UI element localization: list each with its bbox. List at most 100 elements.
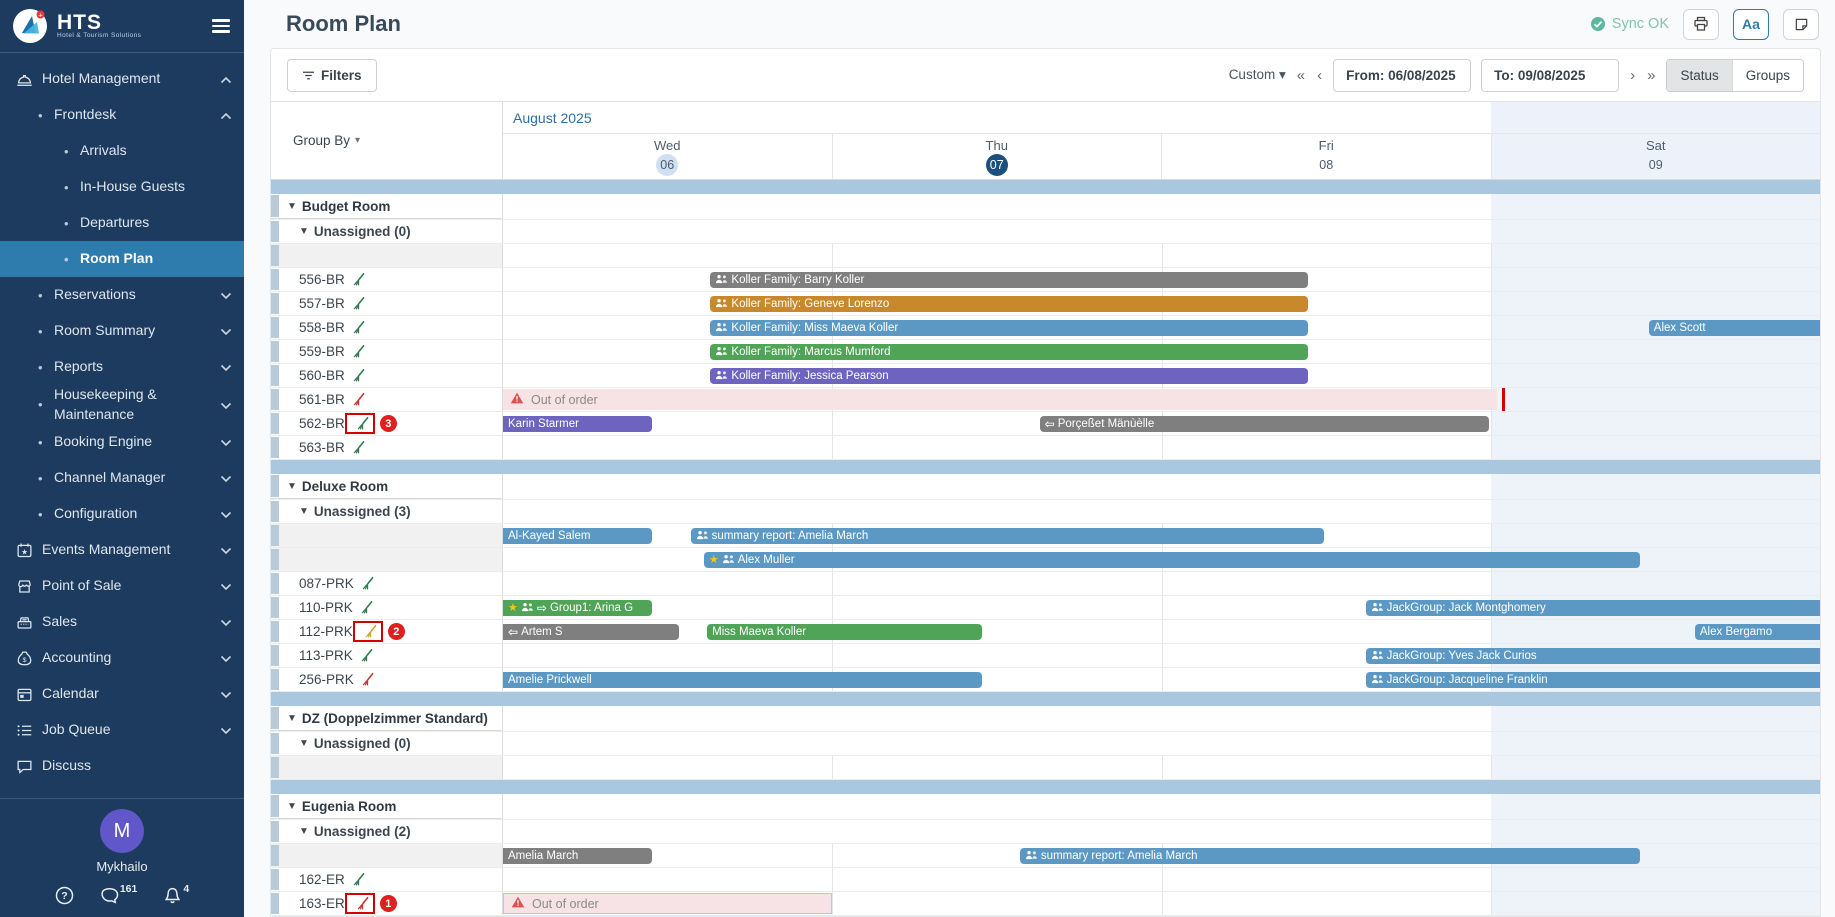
sidebar-item-configuration[interactable]: • Configuration bbox=[0, 496, 244, 532]
sidebar-item-job-queue[interactable]: Job Queue bbox=[0, 712, 244, 748]
collapse-caret-icon[interactable]: ▼ bbox=[287, 200, 297, 212]
housekeeping-broom-icon[interactable] bbox=[352, 296, 367, 311]
out-of-order-bar[interactable]: Out of order bbox=[503, 389, 1498, 410]
subgroup-label-cell[interactable]: ▼ Unassigned (0) bbox=[271, 220, 503, 243]
sidebar-item-room-summary[interactable]: • Room Summary bbox=[0, 313, 244, 349]
sidebar-item-point-of-sale[interactable]: Point of Sale bbox=[0, 568, 244, 604]
booking-bar[interactable]: Koller Family: Barry Koller bbox=[710, 272, 1308, 288]
status-toggle-button[interactable]: Status bbox=[1667, 59, 1732, 91]
avatar[interactable]: M bbox=[100, 809, 144, 853]
booking-bar[interactable]: Alex Scott bbox=[1648, 320, 1820, 336]
housekeeping-broom-icon[interactable] bbox=[360, 648, 375, 663]
nav-first-button[interactable]: « bbox=[1296, 66, 1306, 84]
subgroup-label-cell[interactable]: ▼ Unassigned (2) bbox=[271, 820, 503, 843]
group-by-dropdown[interactable]: Group By ▾ bbox=[271, 102, 503, 179]
sidebar-item-room-plan[interactable]: • Room Plan bbox=[0, 241, 244, 277]
sidebar-item-channel-manager[interactable]: • Channel Manager bbox=[0, 460, 244, 496]
to-date-field[interactable]: To: 09/08/2025 bbox=[1481, 58, 1620, 92]
booking-bar[interactable]: Karin Starmer bbox=[503, 416, 653, 432]
app-logo[interactable]: + HTS Hotel & Tourism Solutions bbox=[0, 0, 244, 52]
booking-bar[interactable]: Al-Kayed Salem bbox=[503, 528, 653, 544]
room-label-cell[interactable]: 113-PRK bbox=[271, 644, 503, 667]
group-header[interactable]: ▼ Deluxe Room bbox=[271, 474, 503, 499]
range-preset-dropdown[interactable]: Custom ▾ bbox=[1228, 67, 1286, 82]
sidebar-item-in-house-guests[interactable]: • In-House Guests bbox=[0, 169, 244, 205]
sidebar-item-calendar[interactable]: Calendar bbox=[0, 676, 244, 712]
day-header-wed[interactable]: Wed 06 bbox=[503, 134, 832, 179]
room-label-cell[interactable]: 557-BR bbox=[271, 292, 503, 315]
group-header[interactable]: ▼ Eugenia Room bbox=[271, 794, 503, 819]
notes-button[interactable] bbox=[1783, 8, 1819, 40]
day-header-fri[interactable]: Fri 08 bbox=[1161, 134, 1491, 179]
sidebar-item-hotel-management[interactable]: Hotel Management bbox=[0, 61, 244, 97]
subgroup-label-cell[interactable]: ▼ Unassigned (3) bbox=[271, 500, 503, 523]
booking-bar[interactable]: Koller Family: Marcus Mumford bbox=[710, 344, 1308, 360]
nav-prev-button[interactable]: ‹ bbox=[1317, 66, 1323, 84]
housekeeping-broom-icon[interactable] bbox=[352, 392, 367, 407]
group-header[interactable]: ▼ Budget Room bbox=[271, 194, 503, 219]
day-header-thu[interactable]: Thu 07 bbox=[831, 134, 1162, 179]
collapse-caret-icon[interactable]: ▼ bbox=[299, 506, 309, 517]
booking-bar[interactable]: ★ ⇨ Group1: Arina G bbox=[503, 600, 653, 616]
group-header[interactable]: ▼ DZ (Doppelzimmer Standard) bbox=[271, 706, 503, 731]
room-label-cell[interactable]: 110-PRK bbox=[271, 596, 503, 619]
booking-bar[interactable]: Miss Maeva Koller bbox=[707, 624, 982, 640]
housekeeping-broom-icon[interactable] bbox=[352, 344, 367, 359]
user-block[interactable]: M Mykhailo bbox=[0, 798, 244, 880]
sidebar-item-reports[interactable]: • Reports bbox=[0, 349, 244, 385]
notifications-bell-icon[interactable]: 4 bbox=[163, 883, 189, 905]
housekeeping-broom-icon[interactable] bbox=[361, 672, 376, 687]
nav-next-button[interactable]: › bbox=[1630, 66, 1636, 84]
booking-bar[interactable]: Koller Family: Miss Maeva Koller bbox=[710, 320, 1308, 336]
housekeeping-broom-icon[interactable] bbox=[360, 600, 375, 615]
sidebar-item-sales[interactable]: Sales bbox=[0, 604, 244, 640]
booking-bar[interactable]: JackGroup: Jacqueline Franklin bbox=[1365, 672, 1820, 688]
collapse-caret-icon[interactable]: ▼ bbox=[287, 800, 297, 812]
sidebar-item-housekeeping-maintenance[interactable]: • Housekeeping & Maintenance bbox=[0, 385, 244, 424]
collapse-caret-icon[interactable]: ▼ bbox=[299, 826, 309, 837]
booking-bar[interactable]: JackGroup: Jack Montghomery bbox=[1365, 600, 1820, 616]
subgroup-label-cell[interactable]: ▼ Unassigned (0) bbox=[271, 732, 503, 755]
room-label-cell[interactable]: 563-BR bbox=[271, 436, 503, 459]
booking-bar[interactable]: JackGroup: Yves Jack Curios bbox=[1365, 648, 1820, 664]
help-icon[interactable]: ? bbox=[55, 886, 74, 905]
housekeeping-broom-icon[interactable] bbox=[352, 320, 367, 335]
room-label-cell[interactable]: 559-BR bbox=[271, 340, 503, 363]
collapse-caret-icon[interactable]: ▼ bbox=[287, 480, 297, 492]
from-date-field[interactable]: From: 06/08/2025 bbox=[1333, 58, 1472, 92]
sidebar-item-reservations[interactable]: • Reservations bbox=[0, 277, 244, 313]
room-label-cell[interactable]: 162-ER bbox=[271, 868, 503, 891]
room-label-cell[interactable]: 112-PRK 2 bbox=[271, 620, 503, 643]
housekeeping-broom-icon[interactable] bbox=[361, 576, 376, 591]
room-label-cell[interactable]: 087-PRK bbox=[271, 572, 503, 595]
print-button[interactable] bbox=[1683, 8, 1719, 40]
housekeeping-broom-icon[interactable] bbox=[356, 896, 371, 911]
booking-bar[interactable]: summary report: Amelia March bbox=[1019, 848, 1641, 864]
housekeeping-broom-icon[interactable] bbox=[352, 440, 367, 455]
booking-bar[interactable]: Koller Family: Geneve Lorenzo bbox=[710, 296, 1308, 312]
housekeeping-broom-icon[interactable] bbox=[364, 624, 379, 639]
nav-last-button[interactable]: » bbox=[1647, 66, 1656, 84]
housekeeping-broom-icon[interactable] bbox=[352, 272, 367, 287]
booking-bar[interactable]: Amelia March bbox=[503, 848, 653, 864]
menu-toggle-icon[interactable] bbox=[208, 12, 234, 40]
sidebar-item-frontdesk[interactable]: • Frontdesk bbox=[0, 97, 244, 133]
room-label-cell[interactable]: 562-BR 3 bbox=[271, 412, 503, 435]
collapse-caret-icon[interactable]: ▼ bbox=[299, 226, 309, 237]
housekeeping-broom-icon[interactable] bbox=[352, 368, 367, 383]
booking-bar[interactable]: ⇦ Porçeßet Mänùèlle bbox=[1039, 416, 1489, 432]
room-label-cell[interactable]: 560-BR bbox=[271, 364, 503, 387]
sidebar-item-arrivals[interactable]: • Arrivals bbox=[0, 133, 244, 169]
collapse-caret-icon[interactable]: ▼ bbox=[287, 712, 297, 724]
room-label-cell[interactable]: 256-PRK bbox=[271, 668, 503, 691]
text-size-button[interactable]: Aa bbox=[1733, 8, 1769, 40]
sidebar-item-booking-engine[interactable]: • Booking Engine bbox=[0, 424, 244, 460]
housekeeping-broom-icon[interactable] bbox=[352, 872, 367, 887]
day-header-sat[interactable]: Sat 09 bbox=[1490, 134, 1821, 179]
booking-bar[interactable]: Koller Family: Jessica Pearson bbox=[710, 368, 1308, 384]
booking-bar[interactable]: Alex Bergamo bbox=[1694, 624, 1820, 640]
booking-bar[interactable]: ★ Alex Muller bbox=[703, 552, 1641, 568]
sidebar-item-accounting[interactable]: $ Accounting bbox=[0, 640, 244, 676]
sidebar-item-discuss[interactable]: Discuss bbox=[0, 748, 244, 784]
out-of-order-bar[interactable]: Out of order bbox=[503, 893, 833, 914]
